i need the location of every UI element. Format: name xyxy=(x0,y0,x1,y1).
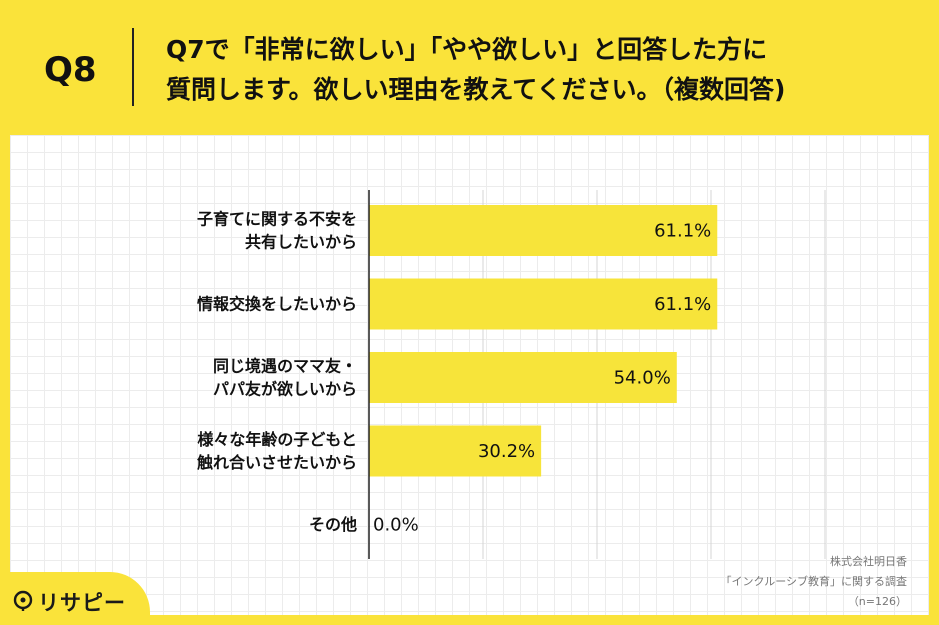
lightbulb-icon xyxy=(13,590,33,611)
category-label-0-1: 共有したいから xyxy=(245,233,357,252)
category-label-4-0: その他 xyxy=(309,515,357,534)
brand-name: リサピー xyxy=(38,591,126,615)
bar-0 xyxy=(369,205,718,256)
bar-1 xyxy=(369,278,718,330)
question-title-line-2: 質問します。欲しい理由を教えてください。（複数回答) xyxy=(166,75,786,104)
value-label-0: 61.1% xyxy=(654,221,711,242)
category-label-2-1: パパ友が欲しいから xyxy=(213,380,357,399)
category-label-1-0: 情報交換をしたいから xyxy=(197,295,357,314)
value-label-2: 54.0% xyxy=(614,368,671,389)
category-label-3-1: 触れ合いさせたいから xyxy=(196,453,357,472)
value-label-1: 61.1% xyxy=(654,294,711,315)
bar-2 xyxy=(369,352,677,403)
question-title-line-1: Q7で「非常に欲しい」「やや欲しい」と回答した方に xyxy=(166,35,768,64)
footer-company: 株式会社明日香 xyxy=(830,555,907,568)
footer-survey: 「インクルーシブ教育」に関する調査 xyxy=(720,575,907,588)
category-label-3-0: 様々な年齢の子どもと xyxy=(197,430,357,449)
question-number: Q8 xyxy=(44,50,97,90)
value-label-3: 30.2% xyxy=(478,441,535,462)
category-label-2-0: 同じ境遇のママ友・ xyxy=(213,357,357,376)
question-title: Q7で「非常に欲しい」「やや欲しい」と回答した方に 質問します。欲しい理由を教え… xyxy=(166,30,926,110)
footer-sample-size: （n=126） xyxy=(847,595,907,608)
value-label-4: 0.0% xyxy=(373,515,419,536)
brand-logo: リサピー xyxy=(0,572,150,625)
chart-panel: 61.1% 子育てに関する不安を共有したいから 61.1% 情報交換をしたいから 54.… xyxy=(10,135,929,615)
header: Q8 Q7で「非常に欲しい」「やや欲しい」と回答した方に 質問します。欲しい理由… xyxy=(0,0,939,128)
category-label-0-0: 子育てに関する不安を xyxy=(197,210,357,229)
header-divider xyxy=(132,28,134,106)
bar-3 xyxy=(369,425,542,477)
